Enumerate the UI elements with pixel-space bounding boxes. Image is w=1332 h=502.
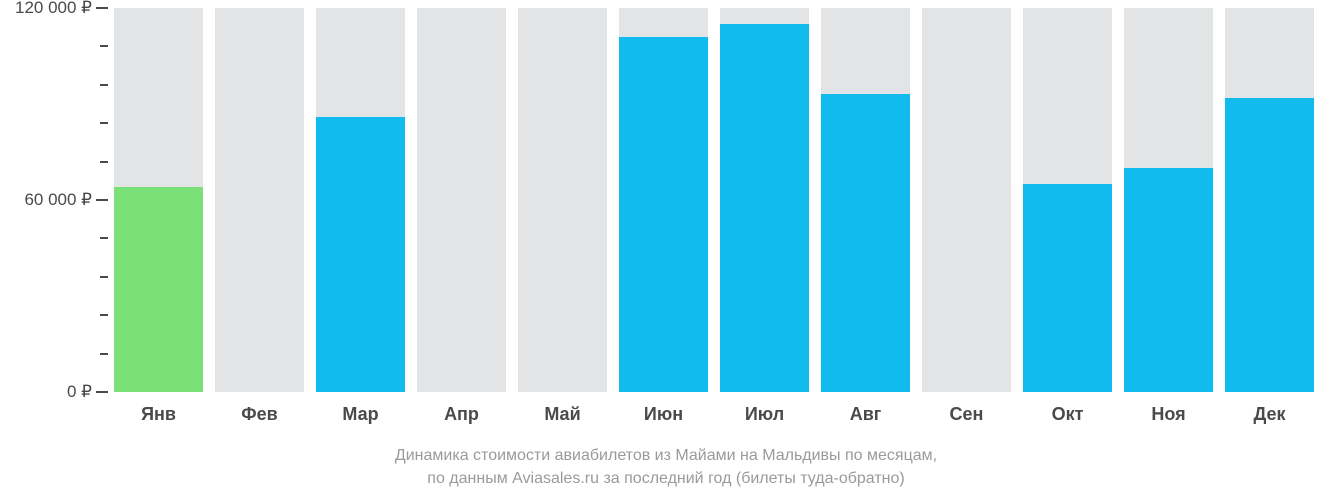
chart-caption: Динамика стоимости авиабилетов из Майами… bbox=[0, 444, 1332, 490]
caption-line-1: Динамика стоимости авиабилетов из Майами… bbox=[395, 447, 937, 464]
bar-background bbox=[518, 8, 607, 392]
bar-slot bbox=[209, 8, 310, 392]
x-axis-label: Июн bbox=[613, 398, 714, 425]
bar[interactable] bbox=[316, 117, 405, 392]
bar-slot bbox=[108, 8, 209, 392]
bar-slot bbox=[916, 8, 1017, 392]
bar-slot bbox=[613, 8, 714, 392]
bar-background bbox=[619, 8, 708, 392]
bar-background bbox=[720, 8, 809, 392]
bar-background bbox=[922, 8, 1011, 392]
bar-slot bbox=[1219, 8, 1320, 392]
y-minor-tick bbox=[100, 45, 108, 47]
x-axis-label: Апр bbox=[411, 398, 512, 425]
y-axis: 0 ₽60 000 ₽120 000 ₽ bbox=[0, 0, 108, 392]
bar-background bbox=[316, 8, 405, 392]
y-minor-tick bbox=[100, 314, 108, 316]
y-major-tick bbox=[96, 199, 108, 201]
x-axis-label: Мар bbox=[310, 398, 411, 425]
bar[interactable] bbox=[1124, 168, 1213, 392]
y-major-tick bbox=[96, 7, 108, 9]
bar[interactable] bbox=[720, 24, 809, 392]
y-minor-tick bbox=[100, 353, 108, 355]
bar-slot bbox=[512, 8, 613, 392]
bar-slot bbox=[310, 8, 411, 392]
x-axis-label: Май bbox=[512, 398, 613, 425]
bar[interactable] bbox=[1225, 98, 1314, 392]
bar-background bbox=[1225, 8, 1314, 392]
bar-background bbox=[1023, 8, 1112, 392]
x-axis-label: Янв bbox=[108, 398, 209, 425]
y-minor-tick bbox=[100, 237, 108, 239]
y-minor-tick bbox=[100, 161, 108, 163]
bar[interactable] bbox=[114, 187, 203, 392]
x-axis-label: Дек bbox=[1219, 398, 1320, 425]
bar-background bbox=[821, 8, 910, 392]
bar-slot bbox=[815, 8, 916, 392]
x-axis-label: Сен bbox=[916, 398, 1017, 425]
bar[interactable] bbox=[619, 37, 708, 392]
y-major-tick bbox=[96, 391, 108, 393]
bar-background bbox=[417, 8, 506, 392]
bar[interactable] bbox=[821, 94, 910, 392]
price-by-month-chart: 0 ₽ 60 000 ₽ 120 000 ₽ ЯнвФевМарАпрМайИюнИ… bbox=[0, 0, 1332, 502]
bar-slot bbox=[1118, 8, 1219, 392]
x-axis-label: Июл bbox=[714, 398, 815, 425]
x-axis-label: Ноя bbox=[1118, 398, 1219, 425]
bar-slot bbox=[714, 8, 815, 392]
bar-background bbox=[114, 8, 203, 392]
chart-plot-area bbox=[108, 8, 1320, 392]
y-axis-label: 60 000 ₽ bbox=[24, 190, 92, 210]
bar-background bbox=[1124, 8, 1213, 392]
bar-slot bbox=[1017, 8, 1118, 392]
x-axis: ЯнвФевМарАпрМайИюнИюлАвгСенОктНояДек bbox=[108, 398, 1320, 425]
x-axis-label: Окт bbox=[1017, 398, 1118, 425]
y-minor-tick bbox=[100, 84, 108, 86]
bar-background bbox=[215, 8, 304, 392]
bar-slot bbox=[411, 8, 512, 392]
y-minor-tick bbox=[100, 122, 108, 124]
y-axis-label: 120 000 ₽ bbox=[15, 0, 92, 18]
y-axis-label: 0 ₽ bbox=[67, 382, 92, 402]
x-axis-label: Авг bbox=[815, 398, 916, 425]
x-axis-label: Фев bbox=[209, 398, 310, 425]
y-minor-tick bbox=[100, 276, 108, 278]
bar[interactable] bbox=[1023, 184, 1112, 392]
caption-line-2: по данным Aviasales.ru за последний год … bbox=[427, 470, 904, 487]
